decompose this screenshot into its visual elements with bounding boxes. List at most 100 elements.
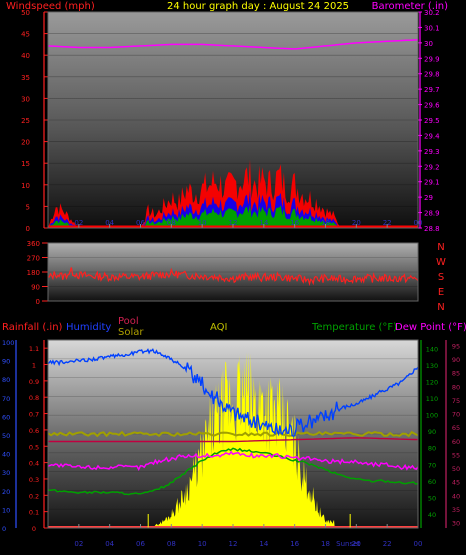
climate-x-tick-label: 10 [198, 540, 207, 548]
temperature-tick-label: 80 [428, 445, 436, 453]
dewpoint-tick-label: 55 [452, 451, 460, 459]
dewpoint-tick-label: 85 [452, 370, 460, 378]
rainfall-axis-title: Rainfall (.in) [2, 322, 63, 333]
solar-label: Solar [118, 327, 144, 338]
climate-x-tick-label: 16 [290, 540, 299, 548]
rainfall-tick-label: 0 [32, 525, 36, 533]
dewpoint-tick-label: 70 [452, 411, 460, 419]
wind-x-tick-label: 16 [290, 219, 299, 227]
barometer-tick-label: 29.7 [424, 86, 440, 94]
dewpoint-line [47, 450, 419, 472]
climate-x-tick-label: 08 [167, 540, 176, 548]
direction-tick-label: 90 [31, 284, 40, 292]
wind-tick-label: 0 [26, 225, 30, 233]
direction-axis-ticks: 360 270 180 90 0 [27, 240, 48, 306]
rainfall-tick-label: 0.9 [29, 378, 39, 386]
solar-area [145, 352, 335, 528]
dewpoint-tick-label: 30 [452, 520, 460, 528]
pool-label: Pool [118, 316, 139, 327]
sunset-label: Sunset [336, 540, 360, 548]
wind-x-tick-label: 18 [321, 219, 330, 227]
dewpoint-tick-label: 80 [452, 383, 460, 391]
wind-calm-area [48, 204, 418, 228]
temperature-tick-label: 100 [426, 412, 438, 420]
climate-axis-ticks: 10090807060504030201001.110.90.80.70.60.… [2, 339, 460, 533]
pool-line [48, 437, 419, 443]
wind-x-tick-label: 12 [229, 219, 238, 227]
temperature-tick-label: 50 [428, 494, 436, 502]
climate-x-tick-label: 20 [352, 540, 361, 548]
temperature-tick-label: 70 [428, 461, 436, 469]
compass-label: E [438, 287, 444, 298]
dewpoint-tick-label: 45 [452, 479, 460, 487]
barometer-tick-label: 30.1 [424, 24, 440, 32]
dewpoint-tick-label: 95 [452, 342, 460, 350]
wind-tick-label: 45 [21, 31, 30, 39]
climate-x-tick-label: 22 [383, 540, 392, 548]
chart-title: 24 hour graph day : August 24 2025 [167, 1, 349, 12]
barometer-tick-label: 29.3 [424, 148, 440, 156]
dewpoint-tick-label: 65 [452, 424, 460, 432]
aqi-label: AQI [210, 322, 228, 333]
left-axis-title: Windspeed (mph) [6, 1, 95, 12]
aqi-line [47, 430, 419, 438]
rainfall-tick-label: 1.1 [29, 345, 39, 353]
humidity-tick-label: 90 [2, 358, 10, 366]
compass-label: N [437, 302, 444, 313]
rainfall-tick-label: 1 [32, 362, 36, 370]
climate-panel-x-ticks: 02 04 06 08 10 12 14 16 18 20 22 00 Sunset [74, 524, 422, 548]
climate-x-tick-label: 02 [74, 540, 83, 548]
compass-label: W [436, 257, 446, 268]
temperature-tick-label: 130 [426, 362, 438, 370]
humidity-tick-label: 100 [2, 339, 14, 347]
compass-label: S [438, 272, 444, 283]
barometer-tick-label: 29.9 [424, 55, 440, 63]
humidity-tick-label: 30 [2, 469, 10, 477]
temperature-line [47, 447, 419, 496]
barometer-tick-label: 29.6 [424, 102, 440, 110]
rainfall-tick-label: 0.7 [29, 411, 39, 419]
rainfall-tick-label: 0.2 [29, 492, 39, 500]
wind-x-tick-label: 06 [136, 219, 145, 227]
barometer-tick-label: 29.1 [424, 179, 440, 187]
wind-panel-border [47, 11, 419, 229]
barometer-tick-label: 30 [424, 40, 433, 48]
wind-x-tick-label: 14 [259, 219, 268, 227]
barometer-tick-label: 29.5 [424, 117, 440, 125]
direction-panel-border [47, 242, 419, 302]
climate-panel-border [47, 339, 419, 529]
humidity-tick-label: 0 [2, 525, 6, 533]
wind-x-tick-label: 22 [383, 219, 392, 227]
direction-series-group [47, 267, 419, 287]
wind-tick-label: 40 [21, 52, 30, 60]
dewpoint-axis-title: Dew Point (°F) [395, 322, 466, 333]
barometer-tick-label: 29.2 [424, 163, 440, 171]
direction-tick-label: 0 [36, 298, 40, 306]
dewpoint-tick-label: 40 [452, 492, 460, 500]
dewpoint-tick-label: 60 [452, 438, 460, 446]
humidity-line [47, 348, 419, 437]
rainfall-tick-label: 0.1 [29, 509, 39, 517]
direction-panel-grid [48, 257, 418, 287]
humidity-axis-title: Humidity [66, 322, 111, 333]
direction-tick-label: 360 [27, 240, 40, 248]
barometer-tick-label: 28.8 [424, 225, 440, 233]
wind-tick-label: 35 [21, 74, 30, 82]
temperature-tick-label: 140 [426, 345, 438, 353]
rainfall-tick-label: 0.6 [29, 427, 39, 435]
compass-label: N [437, 242, 444, 253]
direction-panel-frame [47, 242, 419, 302]
wind-average-area [48, 190, 418, 228]
direction-line [47, 267, 419, 287]
temperature-tick-label: 110 [426, 395, 438, 403]
temperature-tick-label: 40 [428, 511, 436, 519]
wind-tick-label: 10 [21, 182, 30, 190]
barometer-series-group [47, 39, 419, 50]
wind-panel-frame [47, 11, 419, 229]
climate-x-tick-label: 04 [105, 540, 114, 548]
dewpoint-tick-label: 50 [452, 465, 460, 473]
wind-tick-label: 25 [21, 117, 30, 125]
